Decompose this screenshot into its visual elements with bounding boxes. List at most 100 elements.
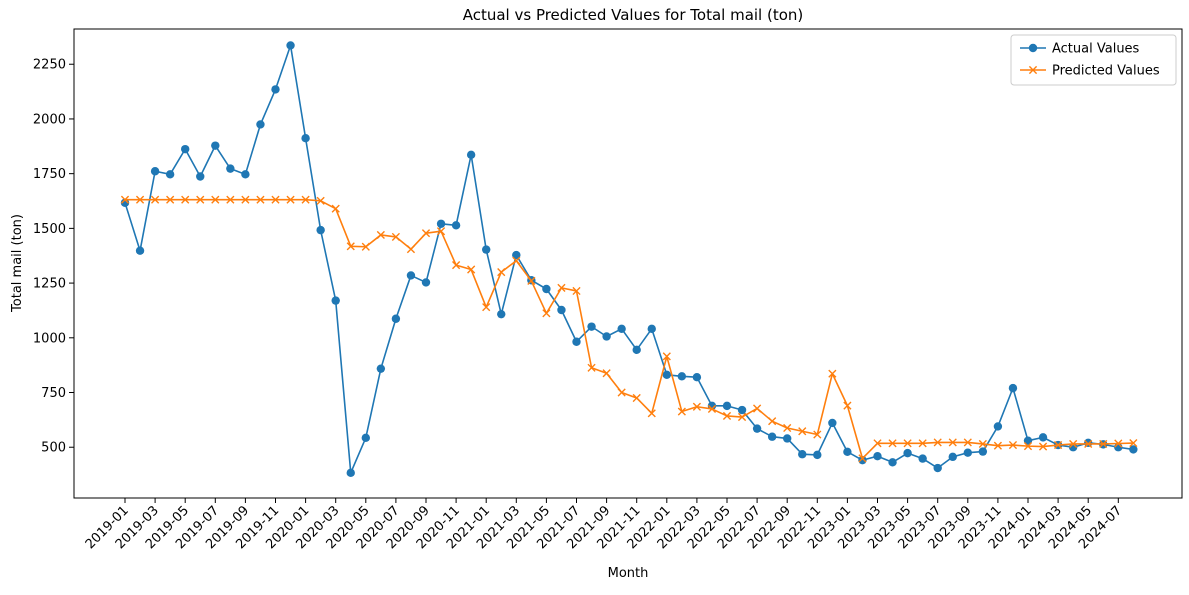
data-point [527,276,536,285]
data-point [1114,439,1123,448]
data-point [632,345,641,355]
data-point [391,314,401,323]
data-point [1099,439,1108,449]
data-point [436,219,446,228]
data-point [677,372,687,381]
data-point [512,256,521,265]
data-point [406,245,416,254]
y-tick-label: 1250 [33,277,66,292]
data-point [918,454,927,463]
data-point [361,433,370,443]
data-point [948,438,957,447]
data-point [647,324,656,334]
data-point [1008,440,1018,450]
data-point [753,404,762,413]
data-point [557,305,566,315]
data-point [120,195,130,204]
data-point [813,450,822,460]
data-point [692,372,702,382]
data-point [798,450,807,459]
data-point [241,170,250,179]
data-point [843,447,852,457]
series-layer [120,41,1138,478]
data-point [873,451,882,461]
data-point [617,324,626,334]
data-point [331,296,340,305]
data-point [135,195,145,204]
data-point [813,430,822,439]
data-point [482,245,491,254]
data-point [331,204,340,213]
data-point [662,352,671,361]
data-point [151,195,160,204]
legend-marker [1028,65,1038,75]
data-point [707,404,717,414]
y-tick-label: 1500 [33,222,66,237]
data-point [226,195,235,204]
data-point [677,407,686,416]
data-point [752,424,762,433]
data-point [497,309,506,319]
series-actual [120,41,1138,478]
data-point [783,434,792,443]
data-point [662,370,671,379]
data-point [768,417,777,426]
legend-marker [1028,43,1038,53]
data-point [888,439,897,448]
y-tick-label: 2000 [33,112,66,127]
data-point [376,230,385,240]
data-point [963,448,972,457]
data-point [1069,439,1078,449]
data-point [150,167,160,176]
data-point [211,195,220,204]
series-predicted [120,195,1138,463]
data-point [482,303,491,312]
data-point [572,286,581,296]
data-point [602,332,611,341]
y-tick-label: 1750 [33,167,66,182]
data-point [196,195,205,204]
data-point [376,364,386,373]
data-point [286,41,295,50]
data-point [918,439,927,448]
data-point [903,439,912,448]
data-point [557,283,566,292]
data-point [978,447,988,456]
data-point [436,227,446,236]
data-point [196,172,205,181]
data-point [1084,438,1093,448]
y-tick-label: 500 [41,441,66,456]
legend-label: Predicted Values [1052,64,1160,79]
data-point [301,195,310,204]
data-point [166,195,175,204]
data-point [361,242,370,251]
data-point [858,454,867,463]
data-point [737,412,747,422]
data-point [978,439,987,449]
data-point [451,221,461,230]
data-point [737,405,747,415]
data-point [406,271,416,280]
data-point [933,463,942,473]
data-point [767,432,777,441]
data-point [722,411,732,421]
data-point [256,195,265,204]
data-point [391,232,400,242]
data-point [632,393,641,403]
data-point [587,363,596,372]
data-point [1038,433,1048,442]
data-point [783,423,792,433]
data-point [346,468,355,478]
data-point [421,278,431,287]
data-point [798,427,807,436]
data-point [316,225,325,235]
data-point [301,134,310,143]
legend-box [1010,34,1177,86]
data-point [542,309,551,318]
data-point [1008,383,1018,393]
x-axis: 2019-012019-032019-052019-072019-092019-… [83,498,1125,552]
data-point [873,439,882,448]
data-point [497,268,506,277]
